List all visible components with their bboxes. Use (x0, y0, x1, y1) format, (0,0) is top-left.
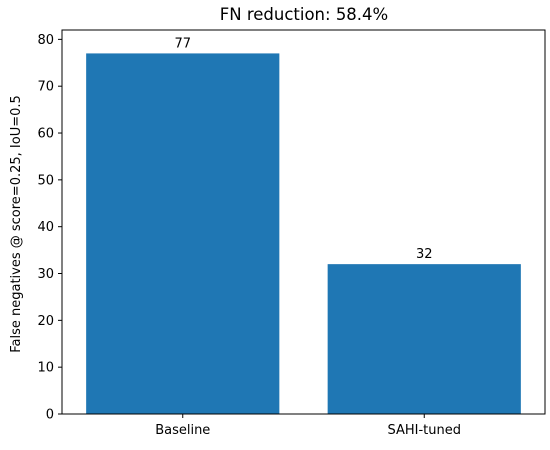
plot-frame (61, 29, 546, 415)
y-tick-label: 10 (37, 361, 54, 376)
bar-baseline (86, 53, 280, 414)
y-axis-label: False negatives @ score=0.25, IoU=0.5 (9, 95, 24, 353)
bars-group: 77 32 (86, 36, 521, 414)
bar-sahi-tuned (327, 264, 521, 414)
bar-value-label: 32 (416, 247, 433, 262)
x-tick-label: Baseline (155, 423, 210, 438)
bar-value-label: 77 (174, 36, 191, 51)
axes-group: Baseline SAHI-tuned 0 10 20 30 40 50 60 70 80 (37, 29, 546, 438)
y-tick-label: 40 (37, 220, 54, 235)
x-tick-label: SAHI-tuned (387, 423, 461, 438)
y-tick-label: 80 (37, 33, 54, 48)
y-tick-label: 70 (37, 80, 54, 95)
chart-title: FN reduction: 58.4% (220, 5, 388, 24)
y-tick-label: 60 (37, 127, 54, 142)
y-tick-label: 30 (37, 267, 54, 282)
y-tick-label: 20 (37, 314, 54, 329)
y-tick-label: 50 (37, 173, 54, 188)
y-tick-label: 0 (46, 408, 54, 423)
